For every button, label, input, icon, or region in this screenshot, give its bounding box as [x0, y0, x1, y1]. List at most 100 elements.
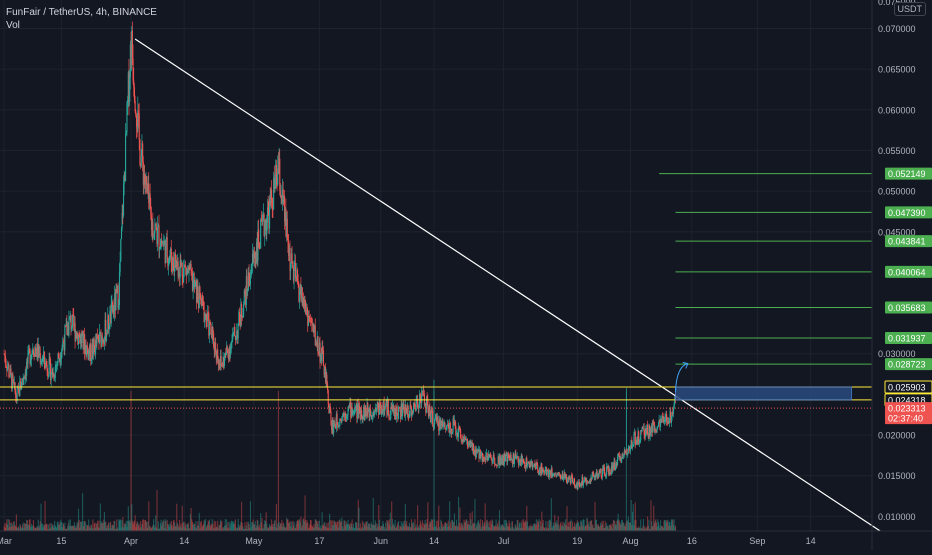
- candle-body: [226, 346, 228, 355]
- volume-bar: [75, 525, 77, 531]
- candle-body: [78, 335, 80, 337]
- volume-bar: [197, 521, 199, 531]
- volume-bar: [142, 519, 144, 531]
- candle-body: [393, 407, 395, 412]
- candle-body: [397, 407, 400, 420]
- candle-body: [74, 322, 76, 341]
- candle-body: [16, 389, 18, 401]
- currency-badge[interactable]: USDT: [893, 2, 926, 16]
- candle-body: [107, 315, 109, 335]
- volume-bar: [290, 526, 292, 531]
- candle-body: [117, 285, 119, 309]
- candle-body: [292, 261, 294, 269]
- volume-bar: [406, 520, 408, 531]
- volume-bar: [171, 525, 173, 531]
- candle-body: [513, 454, 515, 464]
- volume-bar: [119, 519, 121, 531]
- volume-bar: [634, 520, 636, 531]
- candle-body: [621, 454, 623, 459]
- candle-body: [80, 334, 82, 344]
- candle-body: [204, 313, 206, 317]
- volume-bar: [672, 524, 675, 531]
- candle-body: [172, 257, 174, 271]
- volume-bar: [77, 523, 79, 531]
- volume-bar: [165, 519, 167, 531]
- volume-bar: [596, 524, 598, 531]
- volume-bar: [152, 525, 154, 531]
- volume-bar: [464, 521, 466, 531]
- volume-bar: [631, 525, 633, 531]
- volume-bar: [101, 523, 103, 531]
- volume-bar: [110, 521, 112, 531]
- volume-bar: [9, 522, 11, 531]
- volume-bar: [69, 519, 71, 531]
- candle-body: [653, 421, 655, 432]
- candle-body: [429, 406, 431, 414]
- candle-body: [329, 406, 331, 414]
- candle-body: [48, 358, 50, 376]
- candle-body: [290, 262, 292, 271]
- volume-bar: [196, 528, 198, 531]
- candle-body: [136, 126, 138, 129]
- volume-bar: [376, 528, 378, 531]
- candle-body: [301, 287, 303, 300]
- volume-bar: [210, 526, 212, 531]
- candle-body: [236, 330, 238, 339]
- candle-body: [668, 418, 670, 424]
- volume-bar: [392, 525, 394, 531]
- candle-body: [461, 439, 463, 442]
- candle-body: [328, 403, 330, 414]
- candle-body: [139, 139, 141, 165]
- candle-body: [483, 457, 485, 459]
- volume-bar: [497, 526, 499, 531]
- volume-bar: [408, 522, 410, 531]
- volume-bar: [603, 528, 605, 531]
- volume-bar: [144, 520, 146, 531]
- volume-bar: [153, 519, 155, 531]
- volume-bar: [415, 527, 417, 531]
- volume-bar: [629, 522, 631, 531]
- candle-body: [524, 462, 526, 468]
- candle-body: [629, 446, 631, 452]
- volume-bar: [577, 521, 579, 531]
- volume-bar: [176, 523, 179, 531]
- candle-body: [470, 441, 473, 444]
- volume-bar: [428, 524, 430, 531]
- candle-body: [209, 321, 211, 325]
- candle-body: [286, 218, 288, 240]
- volume-bar: [419, 524, 421, 531]
- candle-body: [32, 350, 35, 354]
- volume-bar: [277, 391, 279, 531]
- volume-bar: [592, 524, 594, 531]
- volume-bar: [114, 528, 116, 531]
- candle-body: [533, 463, 535, 466]
- volume-bar: [290, 521, 292, 531]
- volume-bar: [161, 522, 163, 531]
- volume-bar: [329, 520, 331, 531]
- candle-body: [118, 305, 120, 309]
- candle-body: [626, 448, 628, 455]
- volume-bar: [132, 524, 134, 531]
- volume-bar: [663, 520, 665, 531]
- candle-body: [189, 263, 191, 270]
- candle-body: [198, 286, 200, 309]
- candle-body: [419, 394, 421, 399]
- volume-bar: [105, 527, 108, 531]
- volume-bar: [88, 526, 90, 531]
- candle-body: [464, 437, 466, 440]
- candle-body: [182, 275, 184, 283]
- volume-bar: [450, 527, 452, 531]
- candle-body: [128, 72, 130, 102]
- candle-body: [638, 431, 640, 444]
- candle-body: [442, 422, 444, 427]
- volume-bar: [623, 525, 625, 531]
- candle-body: [363, 407, 365, 420]
- candle-body: [346, 415, 348, 417]
- volume-bar: [49, 523, 51, 531]
- volume-bar: [139, 528, 141, 531]
- candle-body: [162, 243, 164, 247]
- candle-body: [588, 482, 590, 483]
- candle-body: [101, 336, 103, 342]
